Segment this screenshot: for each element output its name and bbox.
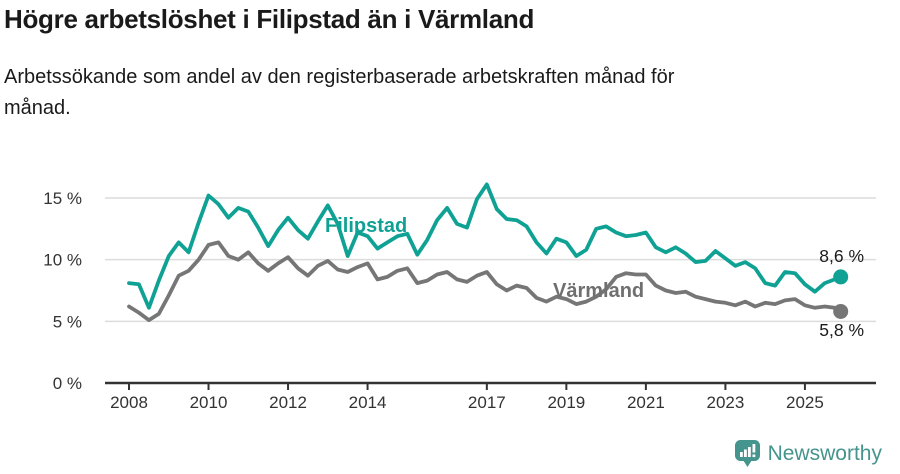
x-tick-label: 2014: [349, 393, 387, 412]
chart-subtitle: Arbetssökande som andel av den registerb…: [4, 62, 674, 124]
y-tick-label: 0 %: [53, 374, 82, 393]
x-tick-label: 2012: [269, 393, 307, 412]
series-line-filipstad: [127, 182, 843, 310]
chart-subtitle-line2: månad.: [4, 97, 71, 119]
chart-subtitle-line1: Arbetssökande som andel av den registerb…: [4, 66, 675, 88]
x-tick-label: 2019: [547, 393, 585, 412]
series-label-filipstad: Filipstad: [325, 215, 407, 237]
series-end-value-vrmland: 5,8 %: [819, 320, 864, 340]
series-end-dot-filipstad: [833, 269, 849, 285]
series-label-vrmland: Värmland: [553, 280, 644, 302]
series-line-vrmland: [127, 240, 843, 323]
newsworthy-logo-text: Newsworthy: [767, 441, 882, 465]
x-tick-label: 2021: [627, 393, 665, 412]
x-tick-label: 2010: [190, 393, 228, 412]
series-end-value-filipstad: 8,6 %: [819, 246, 864, 266]
x-tick-label: 2008: [110, 393, 148, 412]
y-tick-label: 5 %: [53, 312, 82, 331]
series-end-dot-vrmland: [833, 303, 849, 319]
newsworthy-bubble-icon: [734, 440, 760, 467]
x-tick-label: 2023: [706, 393, 744, 412]
y-tick-label: 10 %: [43, 251, 82, 270]
x-tick-label: 2017: [468, 393, 506, 412]
chart-title: Högre arbetslöshet i Filipstad än i Värm…: [4, 4, 535, 34]
y-tick-label: 15 %: [43, 189, 82, 208]
newsworthy-logo: Newsworthy: [734, 439, 882, 468]
x-tick-label: 2025: [786, 393, 824, 412]
